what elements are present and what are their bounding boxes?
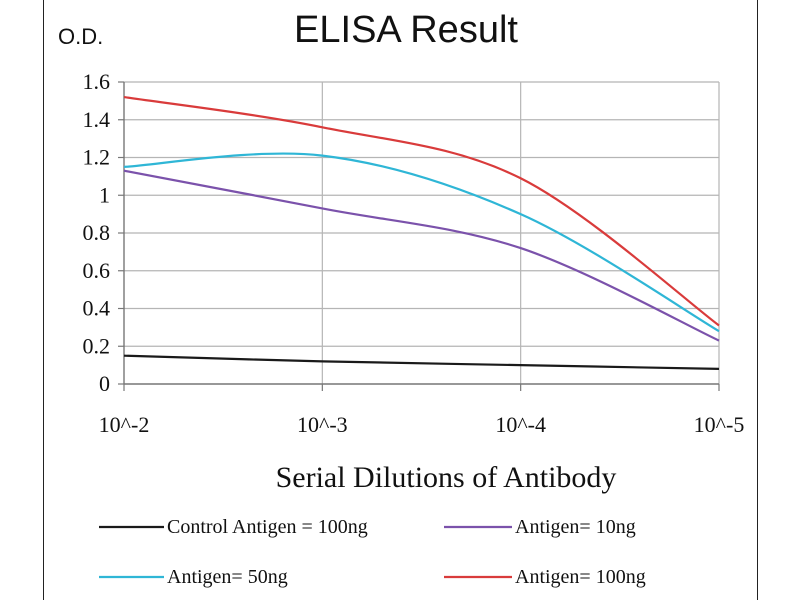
chart-frame: ELISA Result O.D. 0 0.2 0.4 0.6 0.8 1 1.2 1.4 1.… bbox=[43, 0, 758, 600]
y-tick-label: 1 bbox=[99, 182, 110, 207]
axes bbox=[118, 81, 720, 391]
legend-entry-label: Antigen= 50ng bbox=[167, 566, 288, 588]
y-tick-label: 0.4 bbox=[83, 296, 111, 321]
legend-entry-label: Control Antigen = 100ng bbox=[167, 516, 368, 538]
series-line bbox=[123, 96, 720, 327]
legend-entry-label: Antigen= 10ng bbox=[515, 516, 636, 538]
y-tick-label: 0.6 bbox=[83, 258, 111, 283]
chart-title: ELISA Result bbox=[294, 9, 518, 51]
x-tick-label: 10^-2 bbox=[99, 412, 150, 437]
x-axis-label: Serial Dilutions of Antibody bbox=[276, 461, 617, 494]
y-tick-label: 1.2 bbox=[83, 145, 111, 170]
y-tick-label: 0.8 bbox=[83, 220, 111, 245]
series-line bbox=[123, 354, 720, 370]
y-tick-label: 0.2 bbox=[83, 333, 111, 358]
elisa-line-chart: ELISA Result O.D. 0 0.2 0.4 0.6 0.8 1 1.2 1.4 1.… bbox=[58, 9, 745, 588]
legend: Control Antigen = 100ng Antigen= 10ng Anti… bbox=[99, 516, 646, 588]
y-tick-labels: 0 0.2 0.4 0.6 0.8 1 1.2 1.4 1.6 bbox=[83, 69, 111, 396]
y-tick-label: 0 bbox=[99, 371, 110, 396]
y-tick-label: 1.6 bbox=[83, 69, 111, 94]
series-line bbox=[123, 169, 720, 342]
series-line bbox=[123, 152, 720, 333]
series-lines bbox=[123, 96, 720, 370]
x-tick-labels: 10^-2 10^-3 10^-4 10^-5 bbox=[99, 412, 745, 437]
y-tick-label: 1.4 bbox=[83, 107, 111, 132]
x-tick-label: 10^-5 bbox=[694, 412, 745, 437]
legend-entry-label: Antigen= 100ng bbox=[515, 566, 646, 588]
y-axis-label: O.D. bbox=[58, 24, 103, 49]
gridlines bbox=[124, 81, 720, 384]
x-tick-label: 10^-4 bbox=[495, 412, 546, 437]
x-tick-label: 10^-3 bbox=[297, 412, 348, 437]
